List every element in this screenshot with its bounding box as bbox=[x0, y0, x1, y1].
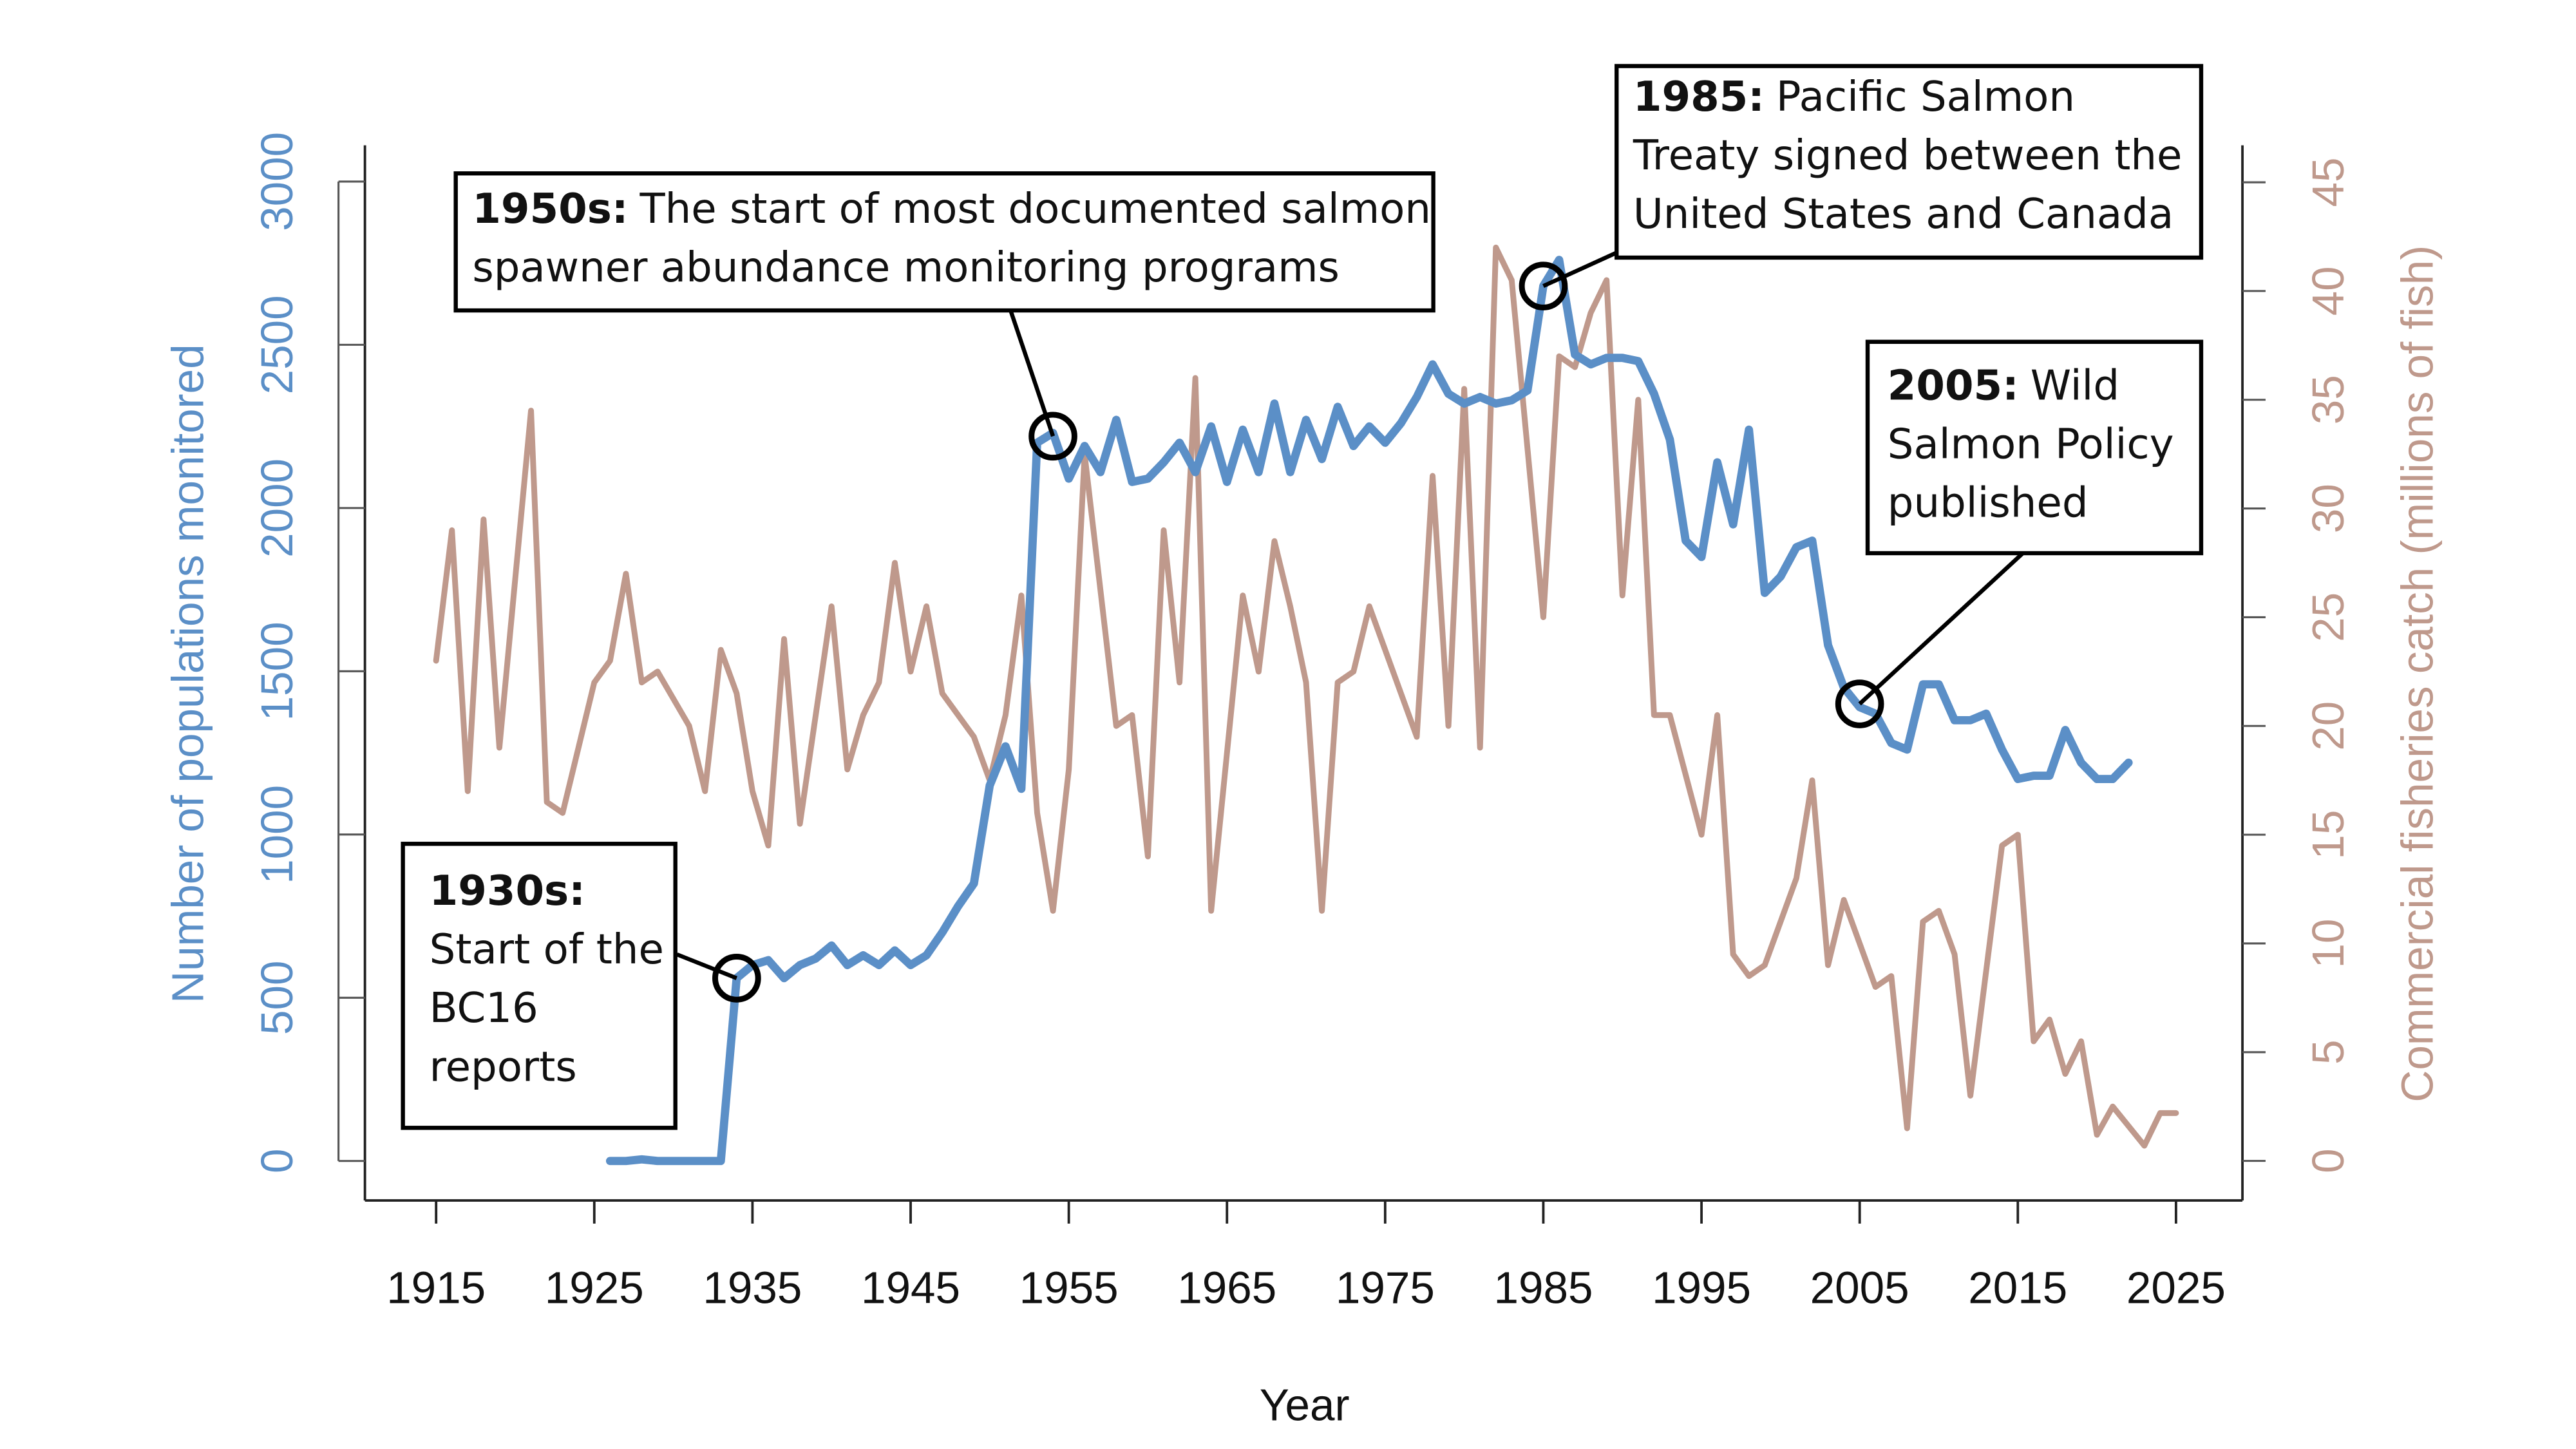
y2-tick-label: 35 bbox=[2303, 375, 2353, 424]
y2-tick-label: 0 bbox=[2303, 1148, 2353, 1173]
y-tick-label: 500 bbox=[252, 961, 302, 1036]
x-axis-title: Year bbox=[1260, 1379, 1350, 1430]
x-tick-label: 1945 bbox=[861, 1262, 960, 1312]
annotation-line: United States and Canada bbox=[1633, 190, 2174, 238]
annotation-line: Wild bbox=[2031, 362, 2119, 410]
annotation-text: 1950s: The start of most documented salmo… bbox=[472, 185, 1431, 292]
y-tick-label: 2500 bbox=[252, 295, 302, 394]
y2-tick-label: 25 bbox=[2303, 592, 2353, 642]
annotation-connector bbox=[1858, 551, 2025, 706]
annotation-connector bbox=[1542, 251, 1618, 289]
annotation-line: Treaty signed between the bbox=[1633, 131, 2183, 179]
annotation-line: spawner abundance monitoring programs bbox=[472, 244, 1340, 292]
annotation-line: Pacific Salmon bbox=[1776, 73, 2075, 120]
annotation-marker bbox=[1028, 412, 1077, 461]
annotation-line: reports bbox=[430, 1043, 577, 1091]
y-tick-label: 1000 bbox=[252, 785, 302, 884]
y2-tick-label: 30 bbox=[2303, 484, 2353, 533]
annotation-line: The start of most documented salmon bbox=[639, 185, 1431, 233]
y2-tick-label: 45 bbox=[2303, 158, 2353, 207]
y2-tick-label: 40 bbox=[2303, 266, 2353, 316]
y2-tick-label: 10 bbox=[2303, 918, 2353, 968]
annotation-marker bbox=[1519, 261, 1568, 310]
y2-tick-label: 15 bbox=[2303, 810, 2353, 860]
annotation-box bbox=[1865, 339, 2204, 556]
x-tick-label: 2025 bbox=[2126, 1262, 2226, 1312]
y-tick-label: 3000 bbox=[252, 132, 302, 231]
x-tick-label: 1935 bbox=[703, 1262, 802, 1312]
annotation-line: Start of the bbox=[430, 926, 664, 974]
x-tick-label: 1975 bbox=[1336, 1262, 1435, 1312]
x-tick-label: 1965 bbox=[1177, 1262, 1276, 1312]
x-tick-label: 1985 bbox=[1493, 1262, 1593, 1312]
x-tick-label: 2015 bbox=[1968, 1262, 2067, 1312]
y-tick-label: 0 bbox=[252, 1149, 302, 1174]
annotation-connector bbox=[676, 952, 738, 980]
y-tick-label: 1500 bbox=[252, 621, 302, 721]
annotation-box bbox=[453, 171, 1435, 313]
x-tick-label: 1915 bbox=[386, 1262, 486, 1312]
annotation-line: BC16 bbox=[430, 985, 538, 1032]
annotation-box bbox=[401, 842, 677, 1130]
annotation-line: published bbox=[1888, 479, 2088, 527]
annotation-heading: 2005: bbox=[1888, 362, 2019, 410]
x-tick-label: 1955 bbox=[1019, 1262, 1119, 1312]
series-line bbox=[605, 256, 2133, 1166]
x-tick-label: 1925 bbox=[545, 1262, 644, 1312]
annotation-line: Salmon Policy bbox=[1888, 421, 2174, 468]
series-line bbox=[433, 244, 2179, 1149]
y2-tick-label: 5 bbox=[2303, 1040, 2353, 1065]
x-tick-label: 2005 bbox=[1810, 1262, 1909, 1312]
annotation-heading: 1950s: bbox=[472, 185, 628, 233]
y2-tick-label: 20 bbox=[2303, 701, 2353, 751]
x-tick-label: 1995 bbox=[1652, 1262, 1751, 1312]
annotation-text: 2005: Wild Salmon Policy published bbox=[1888, 362, 2174, 527]
annotation-marker bbox=[1835, 679, 1884, 728]
annotation-text: 1985: Pacific Salmon Treaty signed between… bbox=[1633, 73, 2183, 238]
annotation-marker bbox=[712, 954, 761, 1003]
annotation-heading: 1985: bbox=[1633, 73, 1765, 120]
y2-axis-title: Commercial fisheries catch (millions of … bbox=[2392, 245, 2442, 1103]
y-axis-title: Number of populations monitored bbox=[163, 344, 213, 1003]
y-tick-label: 2000 bbox=[252, 459, 302, 558]
annotation-heading: 1930s: bbox=[430, 867, 585, 915]
annotation-box bbox=[1615, 64, 2204, 260]
annotation-text: 1930s: Start of the BC16 reports bbox=[430, 867, 664, 1091]
